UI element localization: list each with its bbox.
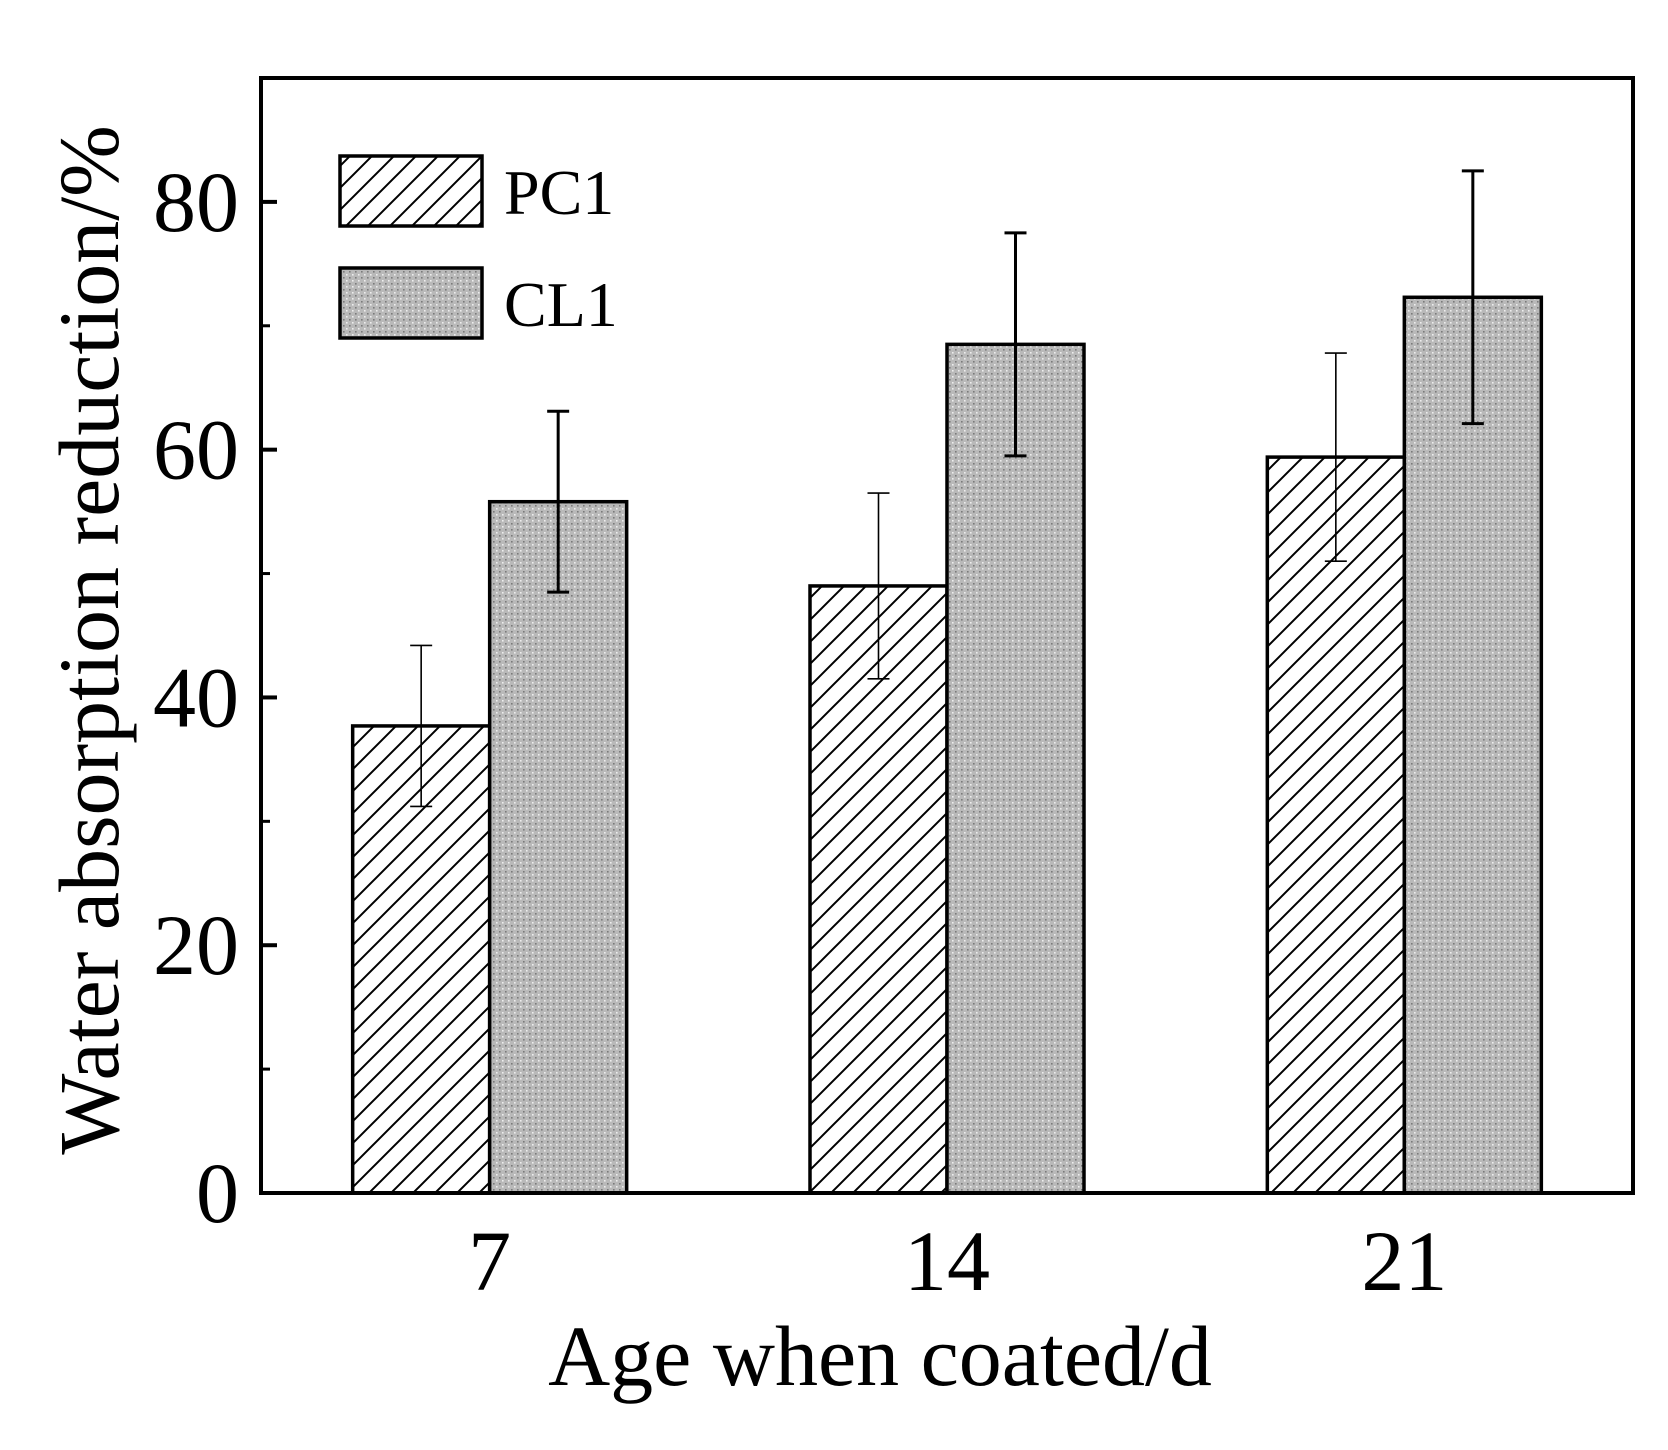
bar-cl1-14: [945, 342, 1086, 1195]
plot-frame: [259, 76, 1635, 1195]
x-axis-title: Age when coated/d: [548, 1308, 1212, 1404]
legend-swatch-pc1: [338, 154, 484, 228]
bar-pc1-21: [1265, 455, 1407, 1195]
legend-label-pc1: PC1: [504, 157, 614, 228]
y-axis: 0 20 40 60 80: [153, 154, 277, 1241]
legend-swatch-cl1: [338, 266, 484, 340]
y-tick-label: 80: [153, 154, 239, 250]
x-tick-label: 7: [468, 1213, 511, 1309]
y-tick-label: 60: [153, 402, 239, 498]
y-axis-title: Water absorption reduction/%: [41, 125, 137, 1155]
x-axis: 7 14 21: [468, 1213, 1447, 1309]
bar-cl1-21: [1402, 295, 1544, 1195]
plot-area: [350, 169, 1544, 1195]
x-tick-label: 14: [904, 1213, 990, 1309]
legend-label-cl1: CL1: [504, 269, 618, 340]
y-tick-label: 40: [153, 649, 239, 745]
y-tick-label: 20: [153, 897, 239, 993]
bar-cl1-7: [487, 499, 629, 1195]
legend: PC1 CL1: [338, 154, 618, 340]
x-tick-label: 21: [1361, 1213, 1447, 1309]
y-tick-label: 0: [196, 1145, 239, 1241]
